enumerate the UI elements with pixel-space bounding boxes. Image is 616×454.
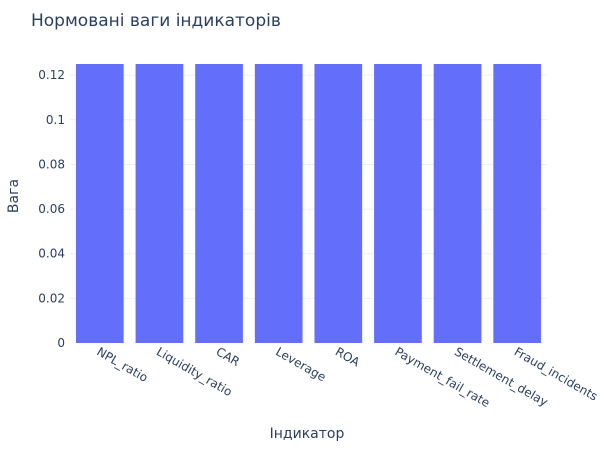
bar-payment-fail-rate[interactable] [374,64,422,343]
y-tick-label: 0.02 [38,291,65,305]
y-tick-label: 0.1 [46,113,65,127]
chart-title: Нормовані ваги індикаторів [31,11,281,31]
bar-settlement-delay[interactable] [433,64,482,343]
bar-roa[interactable] [314,64,363,343]
y-axis-title: Вага [6,179,22,213]
y-tick-label: 0.12 [38,68,65,82]
y-tick-label: 0.08 [38,157,65,171]
bar-npl-ratio[interactable] [75,64,124,343]
bar-fraud-incidents[interactable] [493,64,542,343]
y-axis-ticks: 0 0.02 0.04 0.06 0.08 0.1 0.12 [38,68,65,350]
bars [75,64,542,343]
bar-leverage[interactable] [254,64,303,343]
bar-car[interactable] [195,64,243,343]
y-tick-label: 0.06 [38,202,65,216]
y-tick-label: 0.04 [38,247,65,261]
x-axis-title: Індикатор [270,426,345,442]
bar-liquidity-ratio[interactable] [135,64,184,343]
y-tick-label: 0 [57,336,65,350]
